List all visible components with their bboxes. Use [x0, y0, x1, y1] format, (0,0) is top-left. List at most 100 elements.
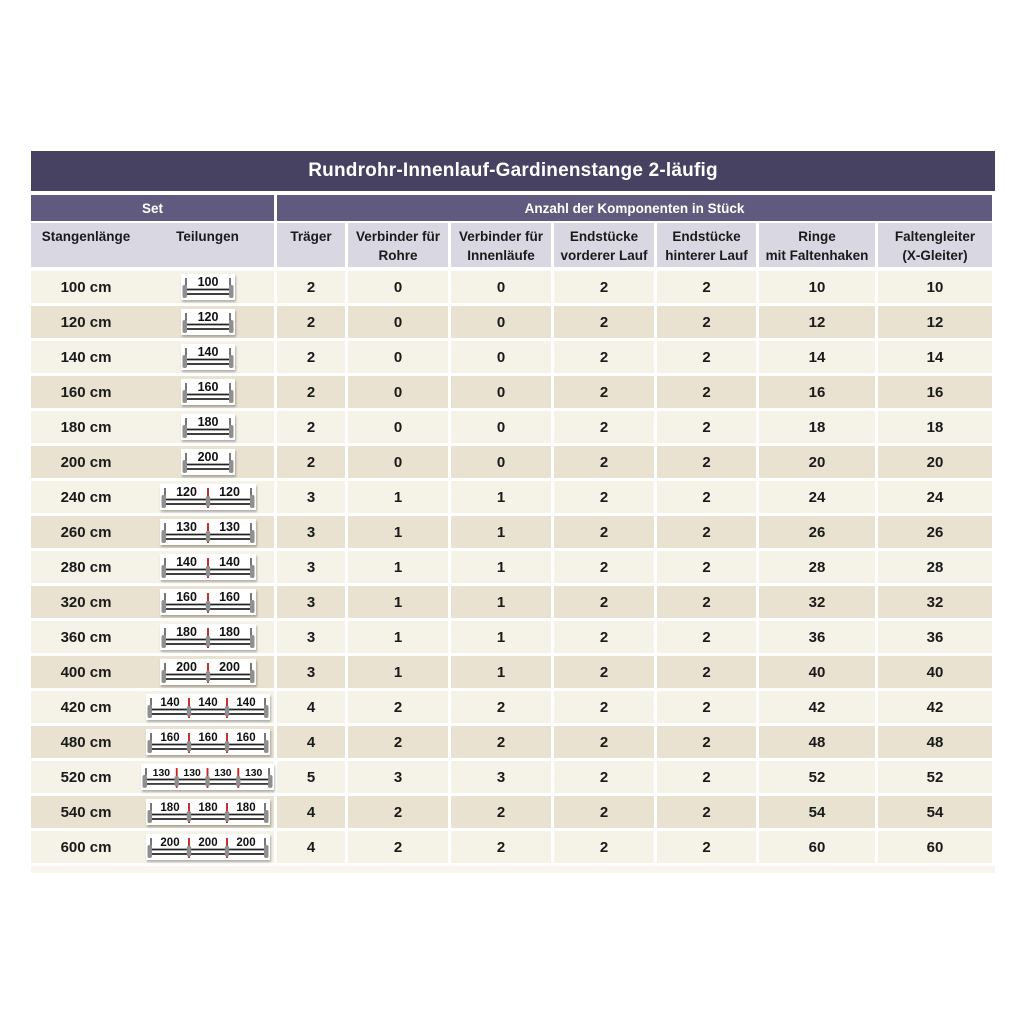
cell-verbinder-rohre: 0	[348, 411, 448, 443]
rod-length-label: 140 cm	[60, 348, 112, 366]
rod-division-diagram-icon: 200 200	[141, 659, 274, 685]
cell-endstuecke-vorderer-lauf: 2	[554, 831, 654, 863]
group-header-set: Set	[31, 195, 274, 221]
cell-verbinder-innenlaeufe: 0	[451, 306, 551, 338]
svg-text:180: 180	[176, 625, 197, 639]
cell-ringe-mit-faltenhaken: 42	[759, 691, 875, 723]
svg-text:160: 160	[176, 590, 197, 604]
cell-verbinder-rohre: 3	[348, 761, 448, 793]
cell-endstuecke-hinterer-lauf: 2	[657, 376, 756, 408]
cell-verbinder-innenlaeufe: 3	[451, 761, 551, 793]
svg-text:200: 200	[176, 660, 197, 674]
cell-faltengleiter: 28	[878, 551, 992, 583]
col-header-verbinder-innenlaeufe: Verbinder für Innenläufe	[451, 223, 551, 267]
col-header-set-group: Stangenlänge Teilungen	[31, 223, 274, 267]
cell-endstuecke-vorderer-lauf: 2	[554, 516, 654, 548]
cell-verbinder-rohre: 1	[348, 621, 448, 653]
rod-division-diagram-icon: 160	[141, 379, 274, 405]
cell-verbinder-rohre: 0	[348, 341, 448, 373]
cell-verbinder-rohre: 1	[348, 656, 448, 688]
cell-traeger: 4	[277, 691, 345, 723]
cell-verbinder-innenlaeufe: 0	[451, 341, 551, 373]
table-row: 260 cm 130 130 3 1 1 2 2 26 26	[31, 516, 995, 548]
rod-length-label: 600 cm	[60, 838, 112, 856]
group-header-components: Anzahl der Komponenten in Stück	[277, 195, 992, 221]
svg-text:130: 130	[245, 768, 263, 779]
cell-endstuecke-vorderer-lauf: 2	[554, 586, 654, 618]
group-header-row: Set Anzahl der Komponenten in Stück	[31, 195, 995, 221]
cell-endstuecke-vorderer-lauf: 2	[554, 376, 654, 408]
rod-length-label: 320 cm	[60, 593, 112, 611]
cell-faltengleiter: 20	[878, 446, 992, 478]
table-row: 280 cm 140 140 3 1 1 2 2 28 28	[31, 551, 995, 583]
svg-text:130: 130	[214, 768, 232, 779]
cell-traeger: 2	[277, 376, 345, 408]
cell-traeger: 4	[277, 726, 345, 758]
col-header-verbinder-rohre: Verbinder für Rohre	[348, 223, 448, 267]
cell-ringe-mit-faltenhaken: 48	[759, 726, 875, 758]
cell-traeger: 3	[277, 586, 345, 618]
cell-traeger: 3	[277, 621, 345, 653]
col-header-endstuecke-vorderer-lauf: Endstücke vorderer Lauf	[554, 223, 654, 267]
cell-endstuecke-vorderer-lauf: 2	[554, 341, 654, 373]
cell-ringe-mit-faltenhaken: 12	[759, 306, 875, 338]
svg-text:200: 200	[198, 837, 217, 849]
table-row: 520 cm 130 130 130 130 5 3 3 2 2 52 52	[31, 761, 995, 793]
cell-endstuecke-vorderer-lauf: 2	[554, 481, 654, 513]
cell-verbinder-rohre: 1	[348, 516, 448, 548]
svg-text:140: 140	[198, 697, 217, 709]
table-row: 120 cm 120 2 0 0 2 2 12 12	[31, 306, 995, 338]
col-header-endstuecke-hinterer-lauf: Endstücke hinterer Lauf	[657, 223, 756, 267]
cell-set: 100 cm 100	[31, 271, 274, 303]
cell-faltengleiter: 40	[878, 656, 992, 688]
cell-traeger: 5	[277, 761, 345, 793]
component-table: Rundrohr-Innenlauf-Gardinenstange 2-läuf…	[31, 151, 995, 873]
rod-division-diagram-icon: 100	[141, 274, 274, 300]
cell-endstuecke-hinterer-lauf: 2	[657, 551, 756, 583]
col-header-teilungen: Teilungen	[176, 229, 239, 244]
cell-endstuecke-hinterer-lauf: 2	[657, 446, 756, 478]
cell-verbinder-innenlaeufe: 1	[451, 551, 551, 583]
cell-traeger: 3	[277, 516, 345, 548]
cell-endstuecke-hinterer-lauf: 2	[657, 271, 756, 303]
cell-set: 280 cm 140 140	[31, 551, 274, 583]
cell-verbinder-rohre: 2	[348, 796, 448, 828]
rod-length-label: 540 cm	[60, 803, 112, 821]
rod-length-label: 360 cm	[60, 628, 112, 646]
cell-verbinder-innenlaeufe: 1	[451, 621, 551, 653]
cell-set: 540 cm 180 180 180	[31, 796, 274, 828]
svg-text:160: 160	[198, 732, 217, 744]
table-row: 480 cm 160 160 160 4 2 2 2 2 48 48	[31, 726, 995, 758]
cell-traeger: 3	[277, 481, 345, 513]
svg-text:140: 140	[219, 555, 240, 569]
cell-set: 600 cm 200 200 200	[31, 831, 274, 863]
cell-endstuecke-vorderer-lauf: 2	[554, 306, 654, 338]
cell-ringe-mit-faltenhaken: 28	[759, 551, 875, 583]
col-header-ringe-mit-faltenhaken: Ringe mit Faltenhaken	[759, 223, 875, 267]
cell-ringe-mit-faltenhaken: 14	[759, 341, 875, 373]
cell-faltengleiter: 48	[878, 726, 992, 758]
cell-verbinder-rohre: 0	[348, 271, 448, 303]
rod-length-label: 240 cm	[60, 488, 112, 506]
cell-traeger: 3	[277, 551, 345, 583]
cell-faltengleiter: 60	[878, 831, 992, 863]
cell-endstuecke-vorderer-lauf: 2	[554, 621, 654, 653]
cell-set: 400 cm 200 200	[31, 656, 274, 688]
cell-endstuecke-vorderer-lauf: 2	[554, 446, 654, 478]
cell-faltengleiter: 54	[878, 796, 992, 828]
cell-endstuecke-vorderer-lauf: 2	[554, 761, 654, 793]
cell-endstuecke-vorderer-lauf: 2	[554, 726, 654, 758]
cell-set: 180 cm 180	[31, 411, 274, 443]
table-row: 160 cm 160 2 0 0 2 2 16 16	[31, 376, 995, 408]
cell-verbinder-rohre: 2	[348, 726, 448, 758]
cell-set: 140 cm 140	[31, 341, 274, 373]
cell-set: 120 cm 120	[31, 306, 274, 338]
table-row: 180 cm 180 2 0 0 2 2 18 18	[31, 411, 995, 443]
column-header-row: Stangenlänge Teilungen Träger Verbinder …	[31, 223, 995, 267]
cell-verbinder-rohre: 0	[348, 306, 448, 338]
cell-ringe-mit-faltenhaken: 32	[759, 586, 875, 618]
cell-endstuecke-hinterer-lauf: 2	[657, 691, 756, 723]
rod-division-diagram-icon: 140	[141, 344, 274, 370]
table-row: 320 cm 160 160 3 1 1 2 2 32 32	[31, 586, 995, 618]
page-title: Rundrohr-Innenlauf-Gardinenstange 2-läuf…	[31, 151, 995, 191]
